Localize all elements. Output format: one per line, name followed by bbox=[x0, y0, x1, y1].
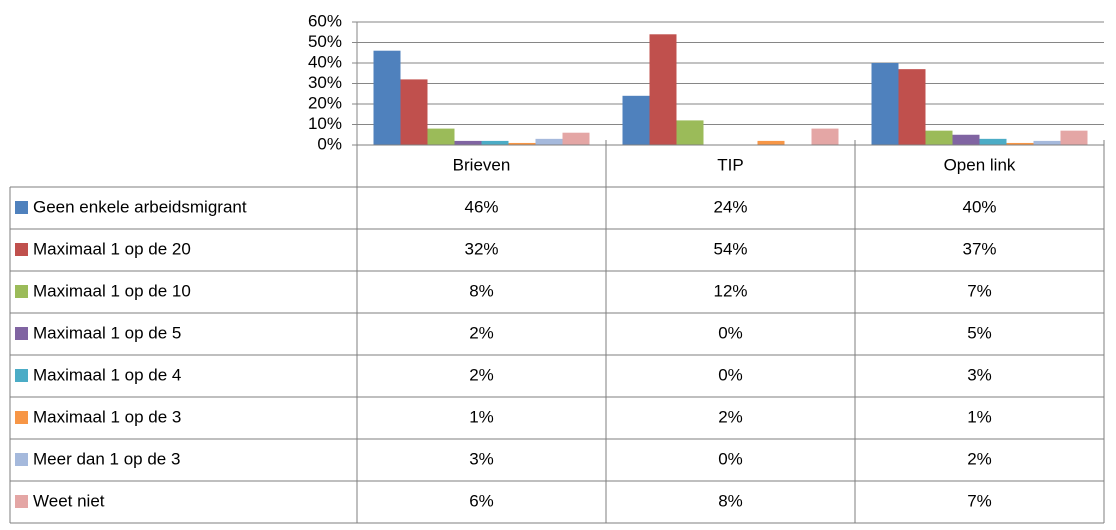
table-cell: 2% bbox=[469, 323, 494, 342]
table-cell: 40% bbox=[962, 197, 996, 216]
bar bbox=[676, 120, 704, 145]
bar bbox=[427, 128, 455, 145]
bar bbox=[871, 63, 899, 145]
bar bbox=[535, 138, 563, 145]
legend-label: Maximaal 1 op de 5 bbox=[33, 323, 181, 342]
legend-swatch bbox=[15, 411, 28, 424]
table-cell: 2% bbox=[967, 449, 992, 468]
table-cell: 46% bbox=[464, 197, 498, 216]
table-cell: 5% bbox=[967, 323, 992, 342]
table-cell: 6% bbox=[469, 491, 494, 510]
table-cell: 37% bbox=[962, 239, 996, 258]
bar bbox=[649, 34, 677, 145]
table-cell: 24% bbox=[713, 197, 747, 216]
table-cell: 3% bbox=[967, 365, 992, 384]
table-cell: 3% bbox=[469, 449, 494, 468]
bar bbox=[373, 50, 401, 146]
table-cell: 8% bbox=[469, 281, 494, 300]
x-tick-label: TIP bbox=[717, 155, 743, 174]
bar bbox=[1060, 130, 1088, 145]
y-tick-label: 60% bbox=[308, 11, 342, 30]
x-tick-label: Brieven bbox=[453, 155, 511, 174]
bar bbox=[925, 130, 953, 145]
bar bbox=[811, 128, 839, 145]
table-cell: 1% bbox=[967, 407, 992, 426]
legend-label: Maximaal 1 op de 4 bbox=[33, 365, 181, 384]
legend-swatch bbox=[15, 369, 28, 382]
y-tick-label: 0% bbox=[317, 134, 342, 153]
y-tick-label: 30% bbox=[308, 73, 342, 92]
y-tick-label: 40% bbox=[308, 52, 342, 71]
table-cell: 54% bbox=[713, 239, 747, 258]
bar bbox=[454, 140, 482, 145]
table-cell: 32% bbox=[464, 239, 498, 258]
legend-swatch bbox=[15, 285, 28, 298]
bar bbox=[481, 140, 509, 145]
bar bbox=[1033, 140, 1061, 145]
table-cell: 0% bbox=[718, 365, 743, 384]
table-cell: 1% bbox=[469, 407, 494, 426]
bar bbox=[1006, 142, 1034, 145]
legend-swatch bbox=[15, 243, 28, 256]
bar bbox=[562, 132, 590, 145]
bar bbox=[622, 95, 650, 145]
table-cell: 12% bbox=[713, 281, 747, 300]
y-tick-label: 50% bbox=[308, 32, 342, 51]
bar bbox=[952, 134, 980, 145]
legend-label: Maximaal 1 op de 3 bbox=[33, 407, 181, 426]
x-tick-label: Open link bbox=[944, 155, 1016, 174]
legend-label: Maximaal 1 op de 10 bbox=[33, 281, 191, 300]
bar bbox=[979, 138, 1007, 145]
legend-swatch bbox=[15, 453, 28, 466]
legend-swatch bbox=[15, 327, 28, 340]
table-cell: 8% bbox=[718, 491, 743, 510]
legend-label: Meer dan 1 op de 3 bbox=[33, 449, 180, 468]
bar bbox=[898, 69, 926, 145]
legend-label: Maximaal 1 op de 20 bbox=[33, 239, 191, 258]
table-cell: 0% bbox=[718, 449, 743, 468]
table-cell: 2% bbox=[469, 365, 494, 384]
table-cell: 2% bbox=[718, 407, 743, 426]
bar bbox=[757, 140, 785, 145]
table-cell: 0% bbox=[718, 323, 743, 342]
legend-swatch bbox=[15, 201, 28, 214]
y-tick-label: 10% bbox=[308, 114, 342, 133]
legend-swatch bbox=[15, 495, 28, 508]
bar bbox=[400, 79, 428, 145]
y-tick-label: 20% bbox=[308, 93, 342, 112]
legend-label: Geen enkele arbeidsmigrant bbox=[33, 197, 247, 216]
table-cell: 7% bbox=[967, 491, 992, 510]
bar bbox=[508, 142, 536, 145]
table-cell: 7% bbox=[967, 281, 992, 300]
legend-label: Weet niet bbox=[33, 491, 105, 510]
